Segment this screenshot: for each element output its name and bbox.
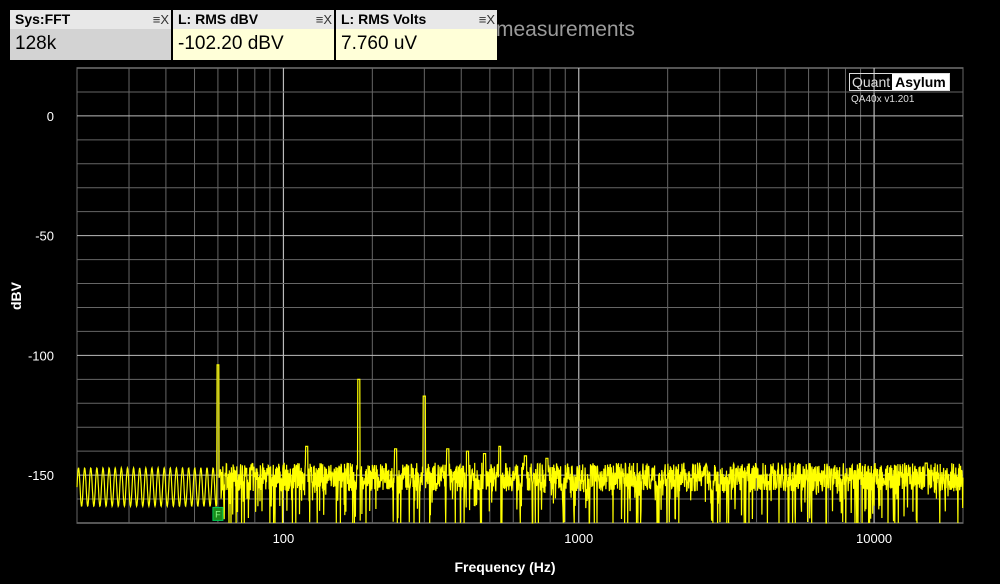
meter-title: L: RMS dBV bbox=[178, 11, 259, 27]
y-tick-label: -150 bbox=[28, 468, 54, 483]
y-tick-label: 0 bbox=[47, 109, 54, 124]
background-title: measurements bbox=[496, 18, 635, 41]
y-tick-label: -100 bbox=[28, 348, 54, 363]
meter-menu-close-icon[interactable]: ≡X bbox=[152, 12, 169, 27]
marker-label: F bbox=[215, 509, 221, 519]
x-axis-label: Frequency (Hz) bbox=[454, 559, 555, 575]
x-tick-label: 1000 bbox=[564, 531, 593, 546]
meter-value: -102.20 dBV bbox=[173, 29, 334, 60]
spectrum-trace bbox=[76, 364, 964, 524]
meter-value: 128k bbox=[10, 29, 171, 60]
meter-rms-volts[interactable]: L: RMS Volts ≡X 7.760 uV bbox=[336, 10, 497, 60]
y-axis-label: dBV bbox=[8, 281, 24, 310]
marker-f[interactable] bbox=[212, 506, 224, 521]
meter-title: Sys:FFT bbox=[15, 11, 71, 27]
quantasylum-logo: Quant Asylum bbox=[849, 73, 950, 91]
version-label: QA40x v1.201 bbox=[851, 94, 915, 105]
plot-frame bbox=[76, 67, 964, 524]
meter-menu-close-icon[interactable]: ≡X bbox=[478, 12, 495, 27]
y-tick-label: -50 bbox=[35, 229, 54, 244]
meter-value: 7.760 uV bbox=[336, 29, 497, 60]
x-tick-label: 10000 bbox=[856, 531, 892, 546]
meter-menu-close-icon[interactable]: ≡X bbox=[315, 12, 332, 27]
meter-sys-fft[interactable]: Sys:FFT ≡X 128k bbox=[10, 10, 171, 60]
meter-rms-dbv[interactable]: L: RMS dBV ≡X -102.20 dBV bbox=[173, 10, 334, 60]
meter-title: L: RMS Volts bbox=[341, 11, 427, 27]
x-tick-label: 100 bbox=[273, 531, 295, 546]
